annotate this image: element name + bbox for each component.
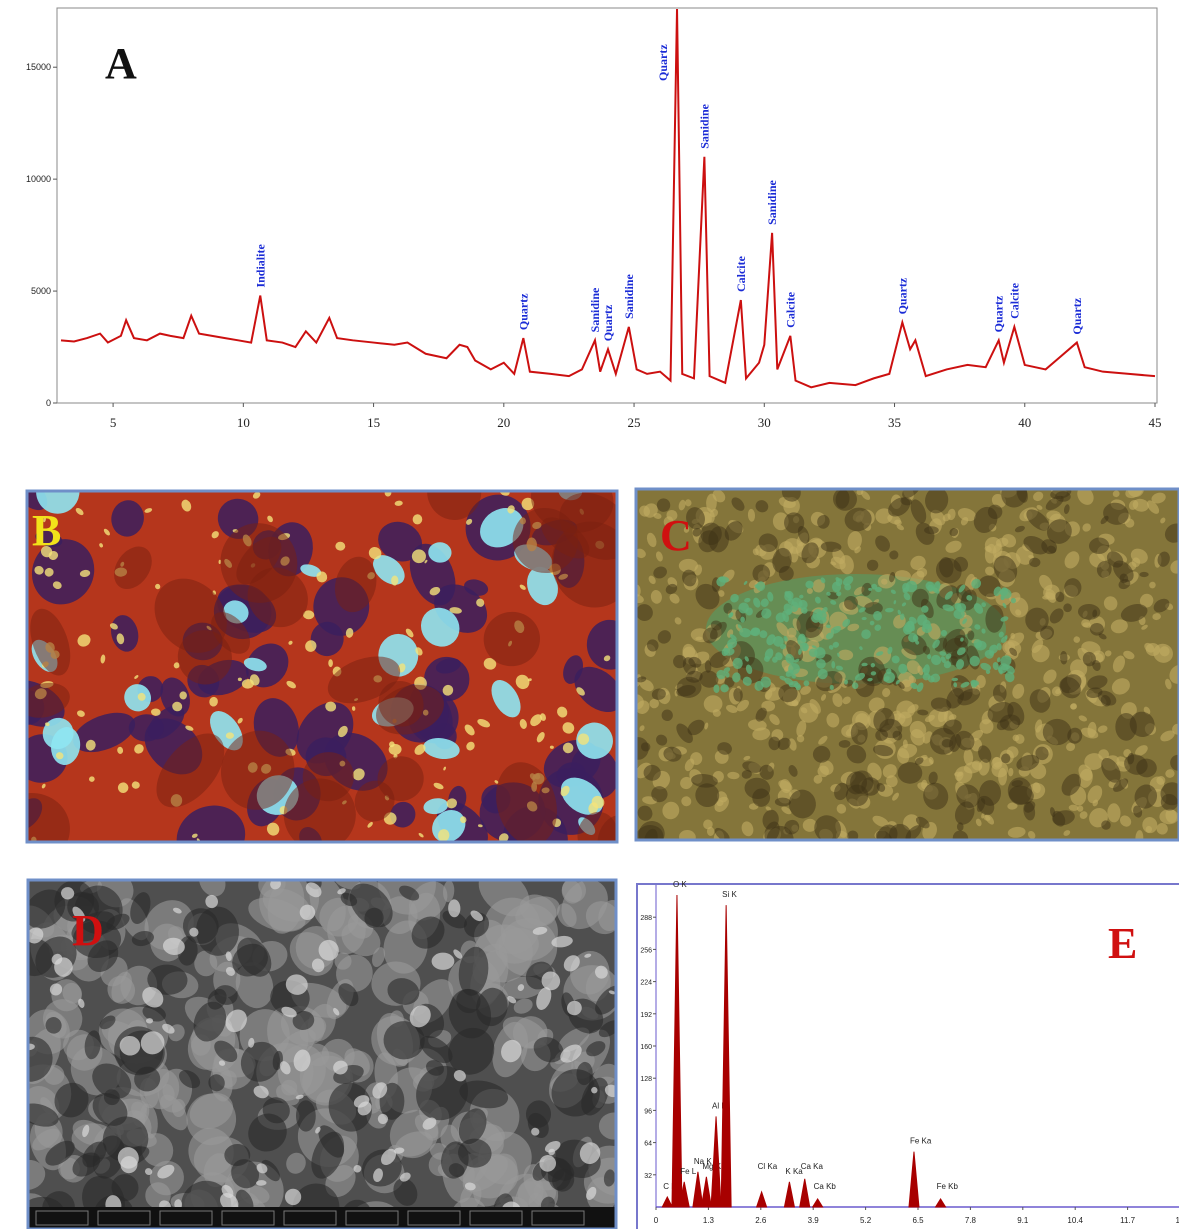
peak-label: Sanidine	[765, 180, 779, 225]
panel-label: A	[105, 39, 137, 88]
y-tick-label: 224	[640, 980, 652, 987]
x-tick-label: 2.6	[755, 1216, 767, 1225]
texture-grain	[238, 678, 242, 681]
y-tick-label: 288	[640, 915, 652, 922]
x-tick-label: 25	[628, 415, 641, 430]
plot-frame	[57, 8, 1157, 403]
y-tick-label: 96	[644, 1108, 652, 1115]
page: 0 5000 10000 15000 5 10 15 20 25 30 35 40 45 Indialit…	[0, 0, 1179, 1229]
texture-grain	[1063, 603, 1072, 612]
peak-label: Quartz	[601, 304, 615, 341]
texture-grain	[954, 609, 965, 619]
texture-grain	[1139, 572, 1148, 577]
peak-label: Sanidine	[588, 287, 602, 332]
texture-grain	[733, 658, 743, 669]
y-tick-label: 5000	[31, 286, 51, 296]
peak-label: Sanidine	[697, 103, 711, 148]
peak-label: Calcite	[1007, 282, 1021, 319]
x-tick-label: 5	[110, 415, 117, 430]
x-tick-label: 10	[237, 415, 250, 430]
info-bar	[28, 1207, 616, 1229]
x-tick-label: 10.4	[1067, 1216, 1083, 1225]
micrograph	[625, 478, 1179, 854]
texture-grain	[1115, 713, 1137, 741]
peak-label: Fe Ka	[910, 1137, 932, 1146]
x-tick-label: 35	[888, 415, 901, 430]
y-tick-label: 0	[46, 398, 51, 408]
y-tick-label: 192	[640, 1012, 652, 1019]
peak-label: Quartz	[992, 295, 1006, 332]
peak-label: Calcite	[734, 255, 748, 292]
x-tick-label: 7.8	[965, 1216, 977, 1225]
y-tick-label: 160	[640, 1044, 652, 1051]
panel-label: D	[72, 906, 104, 955]
panel-label: C	[660, 511, 692, 560]
x-tick-label: 45	[1149, 415, 1162, 430]
y-tick-label: 256	[640, 947, 652, 954]
x-tick-label: 30	[758, 415, 771, 430]
peak-label: Fe Kb	[937, 1182, 959, 1191]
peak-label: Ca Kb	[814, 1182, 837, 1191]
peak-label: Cl Ka	[758, 1162, 778, 1171]
x-tick-label: 6.5	[912, 1216, 924, 1225]
figure: 0 5000 10000 15000 5 10 15 20 25 30 35 40 45 Indialit…	[0, 0, 1179, 1229]
texture-grain	[927, 654, 931, 659]
x-tick-label: 13	[1176, 1216, 1179, 1225]
y-tick-label: 128	[640, 1076, 652, 1083]
peak-label: Si K	[722, 890, 737, 899]
texture-grain	[432, 953, 455, 970]
peak-label: Sanidine	[622, 274, 636, 319]
peak-label: Quartz	[656, 44, 670, 81]
panel-label: E	[1108, 919, 1137, 968]
x-tick-label: 5.2	[860, 1216, 872, 1225]
panel-label: B	[32, 506, 61, 555]
x-tick-label: 3.9	[808, 1216, 820, 1225]
y-tick-label: 64	[644, 1141, 652, 1148]
peak-label: Indialite	[253, 244, 267, 288]
micrograph	[0, 460, 648, 881]
x-tick-label: 0	[654, 1216, 659, 1225]
texture-grain	[1029, 558, 1040, 567]
y-tick-label: 32	[644, 1173, 652, 1180]
texture-grain	[599, 1112, 630, 1139]
x-tick-label: 9.1	[1017, 1216, 1029, 1225]
y-tick-label: 15000	[26, 62, 51, 72]
x-tick-label: 15	[367, 415, 380, 430]
peak-label: Fe L	[680, 1167, 697, 1176]
peak-label: Quartz	[1070, 297, 1084, 334]
peak-label: Quartz	[516, 293, 530, 330]
x-tick-label: 1.3	[703, 1216, 715, 1225]
x-tick-label: 40	[1018, 415, 1031, 430]
peak-label: Quartz	[895, 277, 909, 314]
peak-label: Ca Ka	[801, 1162, 824, 1171]
peak-label: Calcite	[783, 291, 797, 328]
peak-label: O K	[673, 880, 687, 889]
y-tick-label: 10000	[26, 174, 51, 184]
x-tick-label: 11.7	[1120, 1216, 1136, 1225]
x-tick-label: 20	[497, 415, 510, 430]
